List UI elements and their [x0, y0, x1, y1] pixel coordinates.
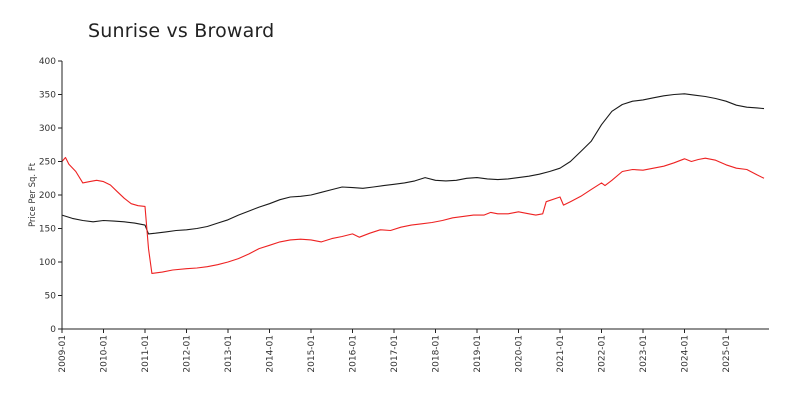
x-tick-label: 2012-01	[183, 335, 193, 373]
x-tick-label: 2022-01	[598, 335, 608, 373]
y-tick-label: 200	[39, 191, 56, 201]
x-tick-label: 2024-01	[681, 335, 691, 373]
y-tick-label: 0	[50, 325, 56, 335]
x-tick-label: 2023-01	[639, 335, 649, 373]
y-tick-group: 0 50 100 150 200 250 300 350 400	[39, 57, 62, 335]
x-tick-label: 2015-01	[307, 335, 317, 373]
y-tick-label: 350	[39, 91, 56, 101]
x-tick-label: 2010-01	[100, 335, 110, 373]
x-tick-label: 2021-01	[556, 335, 566, 373]
series-line-2	[61, 156, 765, 274]
series-group	[61, 93, 765, 274]
y-tick-label: 250	[39, 158, 56, 168]
x-tick-group: 2009-01 2010-01 2011-01 2012-01 2013-01 2014-…	[58, 329, 732, 373]
y-tick-label: 150	[39, 225, 56, 235]
x-tick-label: 2017-01	[390, 335, 400, 373]
x-tick-label: 2016-01	[349, 335, 359, 373]
y-tick-label: 300	[39, 124, 56, 134]
x-tick-label: 2019-01	[473, 335, 483, 373]
y-tick-label: 100	[39, 258, 56, 268]
x-tick-label: 2014-01	[266, 335, 276, 373]
x-tick-label: 2018-01	[432, 335, 442, 373]
x-tick-label: 2025-01	[722, 335, 732, 373]
y-tick-label: 50	[45, 292, 57, 302]
series-line-1	[61, 93, 765, 235]
x-tick-label: 2020-01	[515, 335, 525, 373]
y-tick-label: 400	[39, 57, 56, 67]
x-tick-label: 2009-01	[58, 335, 68, 373]
y-axis-label: Price Per Sq. Ft	[28, 162, 38, 227]
x-tick-label: 2013-01	[224, 335, 234, 373]
chart-title: Sunrise vs Broward	[88, 20, 275, 42]
x-tick-label: 2011-01	[141, 335, 151, 373]
axes-group	[61, 61, 769, 330]
